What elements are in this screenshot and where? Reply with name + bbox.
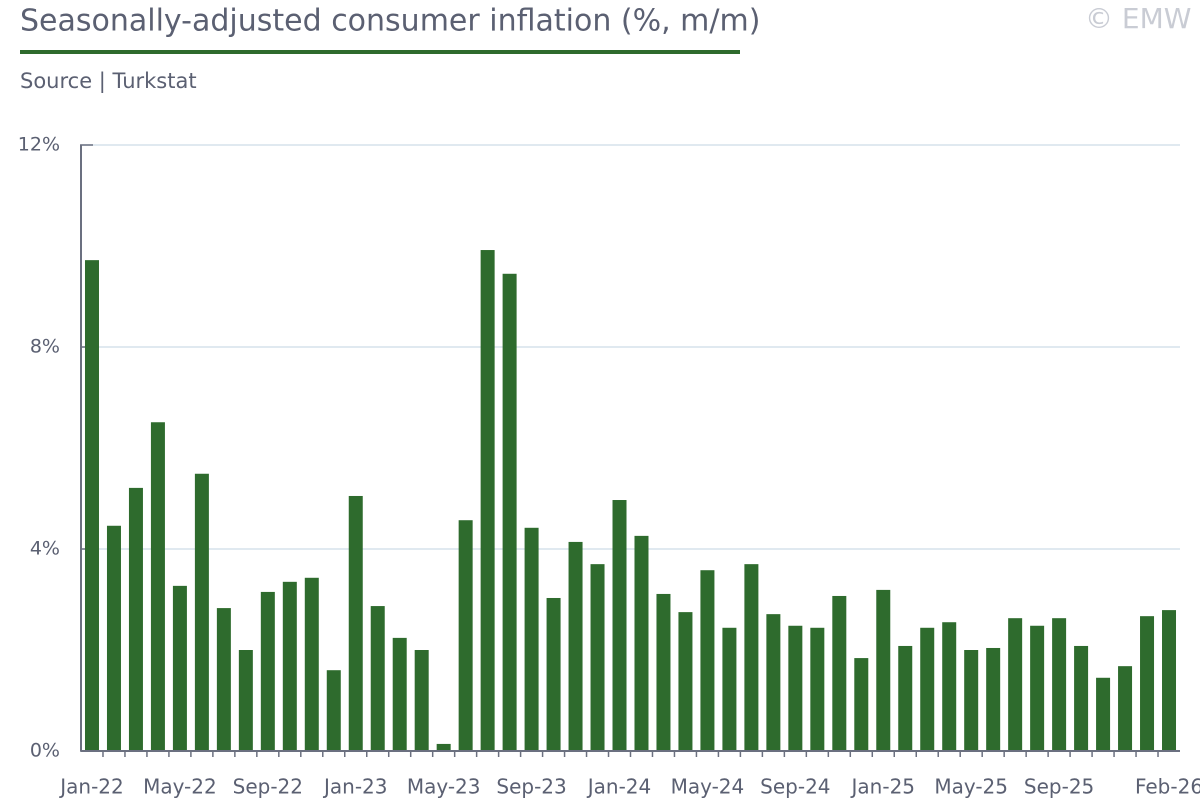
x-tick-label: Sep-23 bbox=[496, 775, 566, 799]
watermark: © EMW bbox=[1085, 2, 1191, 35]
x-tick-label: Jan-23 bbox=[322, 775, 388, 799]
bar bbox=[150, 422, 165, 751]
bar bbox=[1118, 666, 1133, 751]
bar bbox=[1162, 610, 1177, 751]
bar bbox=[722, 627, 737, 751]
y-tick-label: 0% bbox=[30, 740, 60, 762]
bar bbox=[172, 585, 187, 751]
bar bbox=[216, 608, 231, 751]
bar bbox=[304, 577, 319, 751]
bar bbox=[194, 473, 209, 751]
x-tick-label: May-24 bbox=[671, 775, 745, 799]
bar bbox=[1140, 616, 1155, 751]
bar bbox=[106, 525, 121, 751]
title-underline bbox=[20, 50, 740, 54]
bar bbox=[832, 595, 847, 751]
bar bbox=[1008, 618, 1023, 751]
x-tick-label: May-25 bbox=[934, 775, 1008, 799]
bar bbox=[810, 627, 825, 751]
bar bbox=[128, 487, 143, 751]
bar bbox=[656, 593, 671, 751]
bar bbox=[1030, 625, 1045, 751]
bar bbox=[392, 637, 407, 751]
bar bbox=[84, 260, 99, 751]
x-tick-label: Sep-22 bbox=[233, 775, 303, 799]
bar bbox=[502, 273, 517, 751]
bar bbox=[942, 622, 957, 751]
bar bbox=[348, 495, 363, 751]
bar bbox=[590, 564, 605, 751]
y-tick-label: 8% bbox=[30, 336, 60, 358]
x-tick-label: Sep-25 bbox=[1024, 775, 1094, 799]
bar bbox=[700, 570, 715, 751]
x-tick-label: Sep-24 bbox=[760, 775, 830, 799]
x-tick-label: Jan-25 bbox=[850, 775, 916, 799]
bar bbox=[744, 564, 759, 751]
bar bbox=[898, 645, 913, 751]
bar bbox=[568, 541, 583, 751]
bar bbox=[1074, 645, 1089, 751]
bar bbox=[766, 614, 781, 751]
bar bbox=[788, 625, 803, 751]
bar bbox=[1096, 677, 1111, 751]
bar bbox=[546, 597, 561, 751]
bar bbox=[436, 743, 451, 751]
bar bbox=[524, 527, 539, 751]
bar bbox=[370, 606, 385, 751]
bar bbox=[238, 650, 253, 751]
bar bbox=[876, 589, 891, 751]
bar bbox=[260, 591, 275, 751]
bar bbox=[964, 650, 979, 751]
x-tick-label: May-23 bbox=[407, 775, 481, 799]
bar bbox=[282, 581, 297, 751]
y-tick-label: 12% bbox=[18, 134, 60, 156]
bar bbox=[414, 650, 429, 751]
bar bbox=[634, 535, 649, 751]
chart-subtitle: Source | Turkstat bbox=[20, 69, 197, 94]
bar bbox=[1052, 618, 1067, 751]
bar bbox=[326, 670, 341, 751]
x-tick-label: May-22 bbox=[143, 775, 217, 799]
x-tick-label: Jan-24 bbox=[586, 775, 652, 799]
bar bbox=[678, 612, 693, 751]
bar bbox=[458, 520, 473, 751]
x-tick-label: Jan-22 bbox=[58, 775, 124, 799]
bar bbox=[920, 627, 935, 751]
bar bbox=[480, 250, 495, 752]
y-tick-label: 4% bbox=[30, 538, 60, 560]
bar bbox=[612, 500, 627, 751]
chart-title: Seasonally-adjusted consumer inflation (… bbox=[20, 4, 760, 39]
x-tick-label: Feb-26 bbox=[1135, 775, 1200, 799]
bar bbox=[854, 658, 869, 751]
bar bbox=[986, 647, 1001, 751]
